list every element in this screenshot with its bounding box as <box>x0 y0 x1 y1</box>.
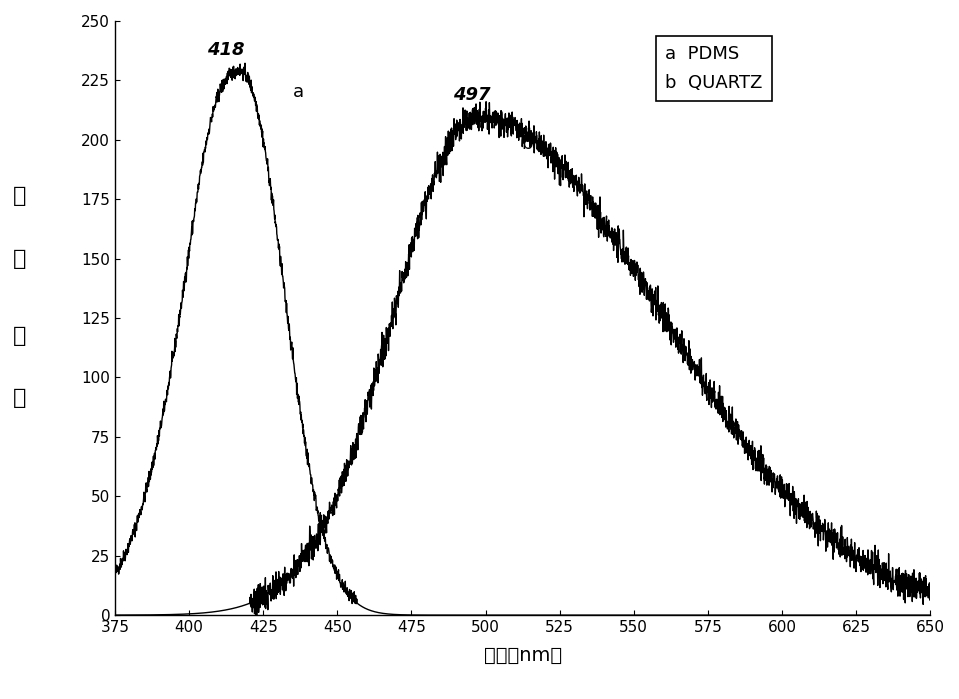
Text: 强: 强 <box>12 326 26 345</box>
Text: b: b <box>521 135 532 153</box>
Text: 度: 度 <box>12 389 26 408</box>
Text: 荺: 荺 <box>12 186 26 206</box>
Text: a  PDMS
b  QUARTZ: a PDMS b QUARTZ <box>666 45 762 92</box>
Text: 497: 497 <box>453 86 490 104</box>
Text: a: a <box>292 82 304 101</box>
Text: 光: 光 <box>12 249 26 268</box>
Text: 418: 418 <box>207 41 245 59</box>
X-axis label: 波长（nm）: 波长（nm） <box>483 646 562 665</box>
